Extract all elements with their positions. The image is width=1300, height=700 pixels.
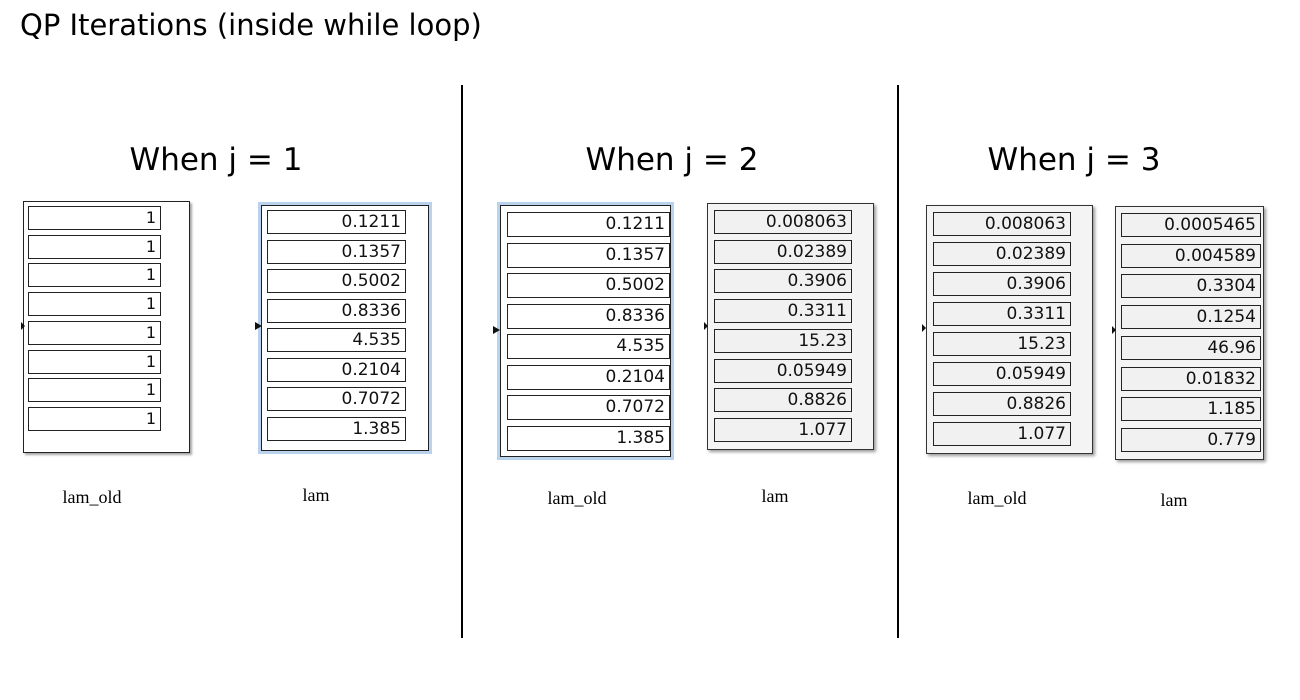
value-cell: 1 — [28, 349, 161, 374]
value-cell: 1 — [28, 263, 161, 288]
value-cell: 0.7072 — [507, 395, 670, 420]
value-cell: 0.0005465 — [1121, 213, 1261, 237]
value-cell: 1 — [28, 378, 161, 403]
display-block-lam-2[interactable]: 0.008063 0.02389 0.3906 0.3311 15.23 0.05949 0… — [707, 203, 874, 450]
value-cell: 0.1211 — [267, 210, 406, 234]
display-block-lam-3[interactable]: 0.0005465 0.004589 0.3304 0.1254 46.96 0.0183… — [1115, 206, 1264, 460]
value-cell: 0.3311 — [714, 299, 852, 324]
display-block-lam-old-1[interactable]: 1 1 1 1 1 1 1 1 — [23, 201, 190, 453]
value-cell: 0.8826 — [714, 388, 852, 413]
value-cell: 1.385 — [267, 416, 406, 441]
block-label-lam-old-3: lam_old — [967, 488, 1027, 508]
value-cell: 1.185 — [1121, 397, 1261, 422]
panel-1-heading: When j = 1 — [129, 142, 303, 178]
block-label-lam-2: lam — [761, 486, 789, 506]
value-cell: 4.535 — [507, 334, 670, 359]
display-block-lam-1[interactable]: 0.1211 0.1357 0.5002 0.8336 4.535 0.2104 0.707… — [258, 202, 432, 454]
value-cell: 0.8826 — [933, 392, 1071, 416]
input-port-icon — [493, 326, 500, 334]
input-port-icon — [1112, 326, 1116, 334]
value-cell: 0.3906 — [714, 269, 852, 294]
block-label-lam-1: lam — [302, 485, 330, 505]
page-title: QP Iterations (inside while loop) — [20, 8, 482, 42]
input-port-icon — [922, 324, 926, 332]
value-cell: 0.008063 — [714, 210, 852, 234]
block-label-lam-3: lam — [1160, 490, 1188, 510]
block-frame — [500, 205, 671, 457]
panel-2-heading: When j = 2 — [585, 142, 759, 178]
value-cell: 0.7072 — [267, 387, 406, 411]
block-label-lam-old-1: lam_old — [62, 487, 122, 507]
value-cell: 1 — [28, 234, 161, 259]
value-cell: 0.01832 — [1121, 366, 1261, 391]
display-block-lam-old-2[interactable]: 0.1211 0.1357 0.5002 0.8336 4.535 0.2104 0.707… — [497, 202, 674, 460]
panel-divider — [461, 85, 463, 638]
value-cell: 0.02389 — [933, 242, 1071, 266]
value-cell: 4.535 — [267, 328, 406, 352]
value-cell: 0.8336 — [507, 303, 670, 329]
value-cell: 0.05949 — [714, 358, 852, 383]
value-cell: 1.077 — [933, 422, 1071, 446]
value-cell: 0.3304 — [1121, 274, 1261, 299]
value-cell: 0.1357 — [267, 239, 406, 264]
value-cell: 0.8336 — [267, 298, 406, 323]
panel-3-heading: When j = 3 — [987, 142, 1161, 178]
value-cell: 1 — [28, 320, 161, 345]
input-port-icon — [255, 322, 262, 330]
input-port-icon — [704, 322, 708, 330]
value-cell: 0.1357 — [507, 242, 670, 268]
panel-divider — [897, 85, 899, 638]
value-cell: 46.96 — [1121, 335, 1261, 360]
value-cell: 0.2104 — [267, 357, 406, 382]
value-cell: 0.1211 — [507, 212, 670, 237]
value-cell: 0.3311 — [933, 302, 1071, 326]
value-cell: 0.004589 — [1121, 243, 1261, 268]
value-cell: 0.5002 — [267, 269, 406, 293]
value-cell: 1.077 — [714, 417, 852, 442]
input-port-icon — [21, 322, 25, 330]
value-cell: 0.779 — [1121, 427, 1261, 452]
value-cell: 1 — [28, 292, 161, 317]
value-cell: 1 — [28, 406, 161, 431]
value-cell: 0.008063 — [933, 212, 1071, 236]
value-cell: 0.05949 — [933, 362, 1071, 386]
value-cell: 0.1254 — [1121, 305, 1261, 330]
value-cell: 15.23 — [714, 328, 852, 353]
block-label-lam-old-2: lam_old — [547, 488, 607, 508]
value-cell: 1.385 — [507, 425, 670, 451]
value-cell: 0.5002 — [507, 273, 670, 298]
value-cell: 0.3906 — [933, 272, 1071, 296]
display-block-lam-old-3[interactable]: 0.008063 0.02389 0.3906 0.3311 15.23 0.05949 0… — [926, 205, 1093, 454]
value-cell: 0.2104 — [507, 364, 670, 390]
value-cell: 1 — [28, 206, 161, 230]
value-cell: 0.02389 — [714, 239, 852, 264]
value-cell: 15.23 — [933, 332, 1071, 356]
